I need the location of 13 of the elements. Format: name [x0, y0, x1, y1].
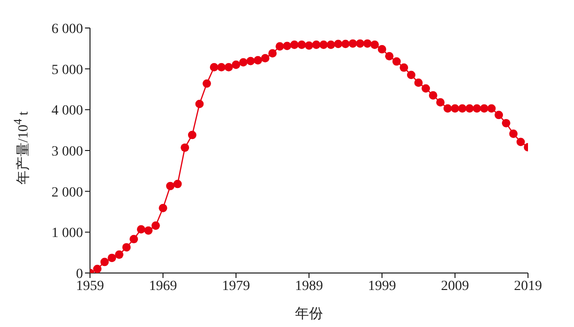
y-tick-label: 4 000 — [52, 104, 83, 119]
x-tick-label: 1999 — [368, 278, 396, 294]
x-tick-label: 1979 — [222, 278, 250, 294]
x-axis-title: 年份 — [295, 306, 323, 322]
x-tick-label: 1969 — [149, 278, 177, 294]
y-tick-label: 5 000 — [52, 62, 83, 78]
y-tick-label: 1 000 — [52, 226, 83, 242]
x-tick-label: 2019 — [514, 278, 542, 294]
y-tick-label: 3 000 — [52, 144, 83, 160]
y-tick-label: 2 000 — [52, 185, 83, 200]
x-tick-label: 1989 — [295, 278, 323, 294]
y-tick-label: 6 000 — [52, 22, 83, 37]
x-tick-label: 2009 — [441, 278, 469, 294]
